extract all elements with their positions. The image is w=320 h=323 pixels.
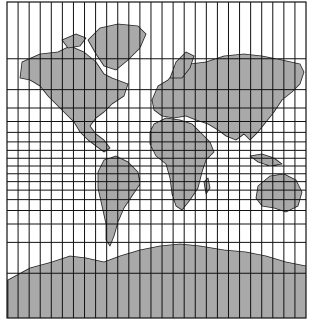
page: (() => { const data = JSON.parse(documen… bbox=[0, 0, 312, 323]
world-map bbox=[0, 0, 312, 323]
